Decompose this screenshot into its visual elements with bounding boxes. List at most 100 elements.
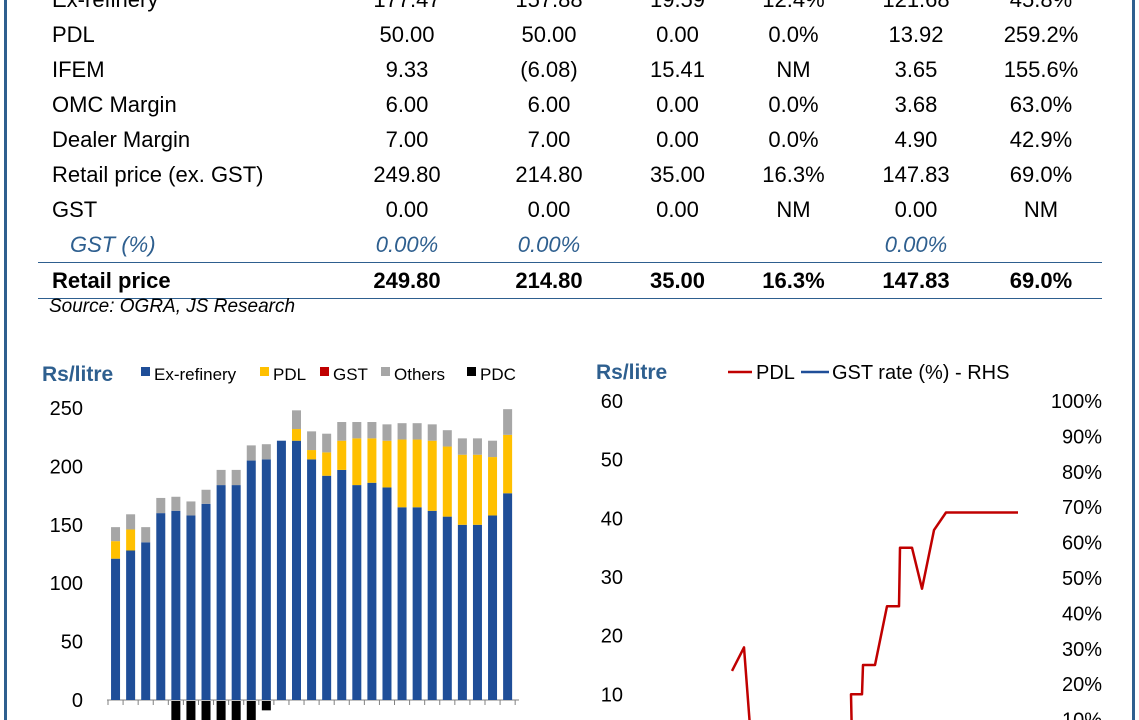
- y-tick-label: 50: [61, 632, 83, 654]
- bar-segment: [382, 487, 392, 700]
- row-label: IFEM: [52, 56, 105, 82]
- bar-segment: [472, 438, 482, 455]
- total-row: Retail price 249.80 214.80 35.00 16.3% 147.83…: [38, 262, 1102, 299]
- bar-segment: [307, 459, 317, 700]
- bar-segment-pdc: [231, 701, 241, 720]
- table-cell: 0.00: [385, 196, 429, 222]
- table-cell: 19.59: [620, 0, 735, 17]
- bar-segment: [171, 496, 181, 511]
- table-cell: 50.00: [521, 21, 577, 47]
- table-cell: 9.33: [385, 56, 429, 82]
- table-cell: 157.88: [478, 0, 620, 17]
- y2-tick-label: 70%: [1062, 497, 1102, 519]
- row-label: Dealer Margin: [52, 126, 191, 152]
- legend-label: PDL: [273, 365, 306, 384]
- bar-segment: [472, 454, 482, 525]
- table-cell: 45.8%: [980, 0, 1102, 17]
- y-tick-label: 30: [601, 567, 623, 589]
- bar-segment: [442, 516, 452, 700]
- bar-segment: [186, 501, 196, 516]
- table-cell: 3.65: [894, 56, 938, 82]
- right-border: [1132, 0, 1135, 720]
- line-chart-left-axis: 10 20 30 40 50 60: [601, 391, 623, 706]
- table-cell: NM: [776, 56, 811, 82]
- bar-segment: [156, 513, 166, 700]
- row-label: Retail price: [38, 262, 336, 299]
- y2-tick-label: 10%: [1062, 710, 1102, 720]
- table-cell: 69.0%: [1009, 161, 1073, 187]
- y-tick-label: 250: [50, 398, 83, 420]
- table-cell: 16.3%: [762, 161, 825, 187]
- bar-segment: [337, 440, 347, 470]
- bar-segment: [397, 439, 407, 508]
- gst-pct-row: GST (%) 0.00% 0.00% 0.00%: [38, 227, 1102, 263]
- table-cell: 155.6%: [1003, 56, 1079, 82]
- legend-gst-label: GST rate (%) - RHS: [832, 362, 1009, 384]
- bar-segment: [126, 514, 136, 530]
- bar-segment: [367, 438, 377, 483]
- table-row: PDL 50.00 50.00 0.00 0.0% 13.92 259.2%: [38, 17, 1102, 52]
- bar-segment-pdc: [201, 701, 211, 720]
- bar-segment: [457, 454, 467, 525]
- bar-segment: [322, 475, 332, 700]
- bar-segment: [111, 541, 121, 559]
- table-cell: 0.00: [527, 196, 571, 222]
- bar-segment: [201, 489, 211, 504]
- bar-segment: [111, 527, 121, 542]
- bar-chart-y-axis: 0 50 100 150 200 250: [50, 398, 83, 712]
- bar-segment: [352, 422, 362, 439]
- table-cell: 63.0%: [1009, 91, 1073, 117]
- table-row: GST 0.00 0.00 0.00 NM 0.00 NM: [38, 192, 1102, 227]
- legend-label: Ex-refinery: [154, 365, 237, 384]
- bar-segment-pdc: [171, 701, 181, 720]
- table-cell: 3.68: [894, 91, 938, 117]
- table-cell: 147.83: [852, 262, 980, 299]
- table-cell: 42.9%: [1009, 126, 1073, 152]
- bar-segment: [231, 485, 241, 700]
- table-cell: 35.00: [649, 161, 706, 187]
- legend-swatch: [320, 367, 329, 376]
- bar-segment: [246, 460, 256, 700]
- bar-segment-pdc: [216, 701, 226, 720]
- bar-segment: [352, 438, 362, 486]
- bar-segment-pdc: [186, 701, 196, 720]
- y2-tick-label: 20%: [1062, 674, 1102, 696]
- table-row: Dealer Margin 7.00 7.00 0.00 0.0% 4.90 42.9%: [38, 122, 1102, 157]
- table-row: Retail price (ex. GST) 249.80 214.80 35.00 1…: [38, 157, 1102, 192]
- table-cell: 0.00: [894, 196, 938, 222]
- table-cell: 0.0%: [768, 126, 819, 152]
- row-label: Retail price (ex. GST): [52, 161, 264, 187]
- line-chart-ylabel: Rs/litre: [596, 361, 667, 384]
- bar-segment: [126, 550, 136, 700]
- pdl-series-line: [730, 511, 1018, 720]
- bar-chart-bars: [111, 409, 513, 720]
- bar-segment: [322, 433, 332, 453]
- bar-segment: [231, 469, 241, 486]
- table-cell: 249.80: [373, 161, 441, 187]
- line-chart-right-axis: 10% 20% 30% 40% 50% 60% 70% 80% 90% 100%: [1051, 391, 1102, 720]
- bar-segment-pdc: [246, 701, 256, 720]
- y2-tick-label: 30%: [1062, 639, 1102, 661]
- row-label: PDL: [52, 21, 95, 47]
- bar-chart-legend: Ex-refinery PDL GST Others PDC: [141, 365, 516, 384]
- table-cell: NM: [1023, 196, 1059, 222]
- bar-chart-x-ticks: [107, 700, 516, 705]
- bar-chart-ylabel: Rs/litre: [42, 363, 113, 386]
- table-cell: 69.0%: [980, 262, 1102, 299]
- bar-segment: [382, 424, 392, 441]
- table-row: OMC Margin 6.00 6.00 0.00 0.0% 3.68 63.0%: [38, 87, 1102, 122]
- table-cell: 177.47: [336, 0, 478, 17]
- bar-segment: [442, 446, 452, 517]
- bar-segment: [246, 445, 256, 461]
- bar-segment: [397, 423, 407, 440]
- bar-segment: [503, 434, 513, 494]
- table-cell: 0.00%: [375, 231, 439, 257]
- bar-segment: [261, 459, 271, 700]
- bar-segment: [457, 438, 467, 455]
- table-cell: 0.00: [656, 21, 699, 47]
- table-cell: 35.00: [620, 262, 735, 299]
- y-tick-label: 150: [50, 515, 83, 537]
- table-cell: 6.00: [385, 91, 429, 117]
- table-cell: 4.90: [894, 126, 938, 152]
- legend-swatch: [381, 367, 390, 376]
